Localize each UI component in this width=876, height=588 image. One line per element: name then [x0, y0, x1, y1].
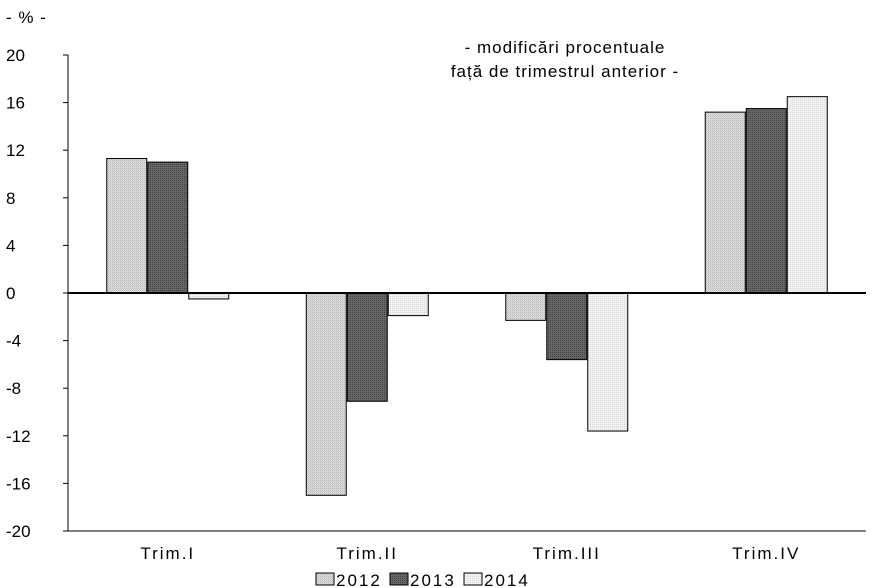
x-axis-labels: Trim.I Trim.II Trim.III Trim.IV — [140, 544, 800, 563]
x-tick-label: Trim.II — [336, 544, 398, 563]
x-tick-label: Trim.III — [533, 544, 601, 563]
x-tick-label: Trim.IV — [732, 544, 800, 563]
chart-title-line-1: - modificări procentuale — [465, 38, 666, 57]
bar-2013-trim-iv — [745, 108, 787, 294]
bar-2012-trim-iv — [704, 111, 746, 294]
bar-2014-trim-ii — [387, 292, 429, 317]
bars — [106, 96, 828, 496]
y-tick-label: -12 — [6, 427, 31, 446]
y-tick-label: 0 — [6, 284, 15, 303]
legend-label-2014: 2014 — [484, 571, 530, 588]
legend-swatch-2013 — [389, 572, 409, 586]
legend-label-2013: 2013 — [410, 571, 456, 588]
bar-2012-trim-ii — [305, 292, 347, 496]
chart-title-line-2: față de trimestrul anterior - — [451, 62, 679, 81]
y-tick-label: -4 — [6, 332, 21, 351]
y-axis-ticks: 20 16 12 8 4 0 -4 -8 -12 -16 -20 — [6, 46, 68, 541]
legend-swatch-2012 — [315, 572, 335, 586]
y-tick-label: 4 — [6, 236, 15, 255]
y-tick-label: -20 — [6, 522, 31, 541]
legend: 2012 2013 2014 — [315, 571, 530, 588]
legend-swatch-2014 — [463, 572, 483, 586]
legend-label-2012: 2012 — [336, 571, 382, 588]
bar-2013-trim-iii — [546, 292, 588, 361]
y-tick-label: -8 — [6, 379, 21, 398]
bar-2013-trim-i — [147, 161, 189, 294]
bar-2013-trim-ii — [346, 292, 388, 402]
bar-2014-trim-iii — [587, 292, 629, 432]
bar-2012-trim-i — [106, 158, 148, 294]
y-tick-label: 20 — [6, 46, 25, 65]
y-tick-label: 8 — [6, 189, 15, 208]
y-tick-label: -16 — [6, 474, 31, 493]
axes — [67, 55, 866, 532]
y-tick-label: 16 — [6, 94, 25, 113]
x-tick-label: Trim.I — [140, 544, 195, 563]
bar-2012-trim-iii — [505, 292, 547, 321]
y-tick-label: 12 — [6, 141, 25, 160]
unit-label: - % - — [6, 8, 47, 27]
bar-2014-trim-iv — [786, 96, 828, 294]
